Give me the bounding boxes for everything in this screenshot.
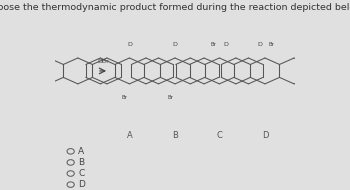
Text: B: B (172, 131, 178, 140)
Text: Br: Br (122, 95, 127, 100)
Text: D: D (223, 42, 228, 47)
Text: A: A (78, 147, 84, 156)
Text: Choose the thermodynamic product formed during the reaction depicted below.: Choose the thermodynamic product formed … (0, 3, 350, 13)
Text: A: A (127, 131, 132, 140)
Text: D: D (78, 180, 85, 189)
Text: Br: Br (268, 42, 274, 47)
Text: C: C (216, 131, 222, 140)
Text: Br: Br (167, 95, 173, 100)
Text: C: C (78, 169, 85, 178)
Text: Br: Br (210, 42, 216, 47)
Text: D: D (173, 42, 177, 47)
Text: B: B (78, 158, 84, 167)
Text: D: D (127, 42, 132, 47)
Text: D: D (258, 42, 262, 47)
Text: DBr: DBr (97, 59, 109, 63)
Text: D: D (262, 131, 268, 140)
